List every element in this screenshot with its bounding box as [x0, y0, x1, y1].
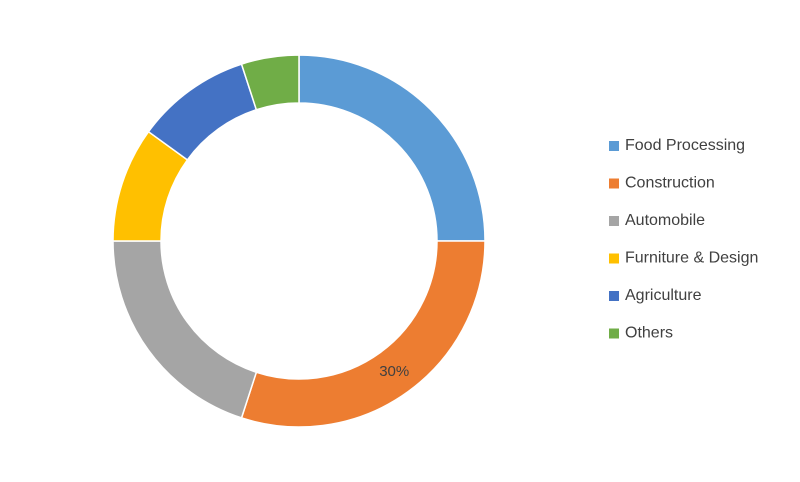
- legend-swatch: [609, 216, 619, 226]
- legend-label: Furniture & Design: [625, 250, 758, 267]
- donut-slice: [112, 240, 258, 419]
- legend-swatch: [609, 253, 619, 264]
- donut-slice: [240, 240, 486, 428]
- legend-swatch: [609, 328, 619, 339]
- legend-swatch: [609, 141, 619, 151]
- legend-swatch: [609, 291, 619, 301]
- legend-label: Others: [625, 325, 673, 342]
- data-label: 30%: [379, 363, 409, 380]
- donut-slice: [298, 54, 486, 242]
- legend-label: Food Processing: [625, 137, 745, 154]
- donut-slice: [240, 54, 300, 111]
- legend-label: Construction: [625, 175, 715, 192]
- legend-swatch: [609, 178, 619, 189]
- legend-label: Agriculture: [625, 287, 702, 304]
- legend-label: Automobile: [625, 212, 705, 229]
